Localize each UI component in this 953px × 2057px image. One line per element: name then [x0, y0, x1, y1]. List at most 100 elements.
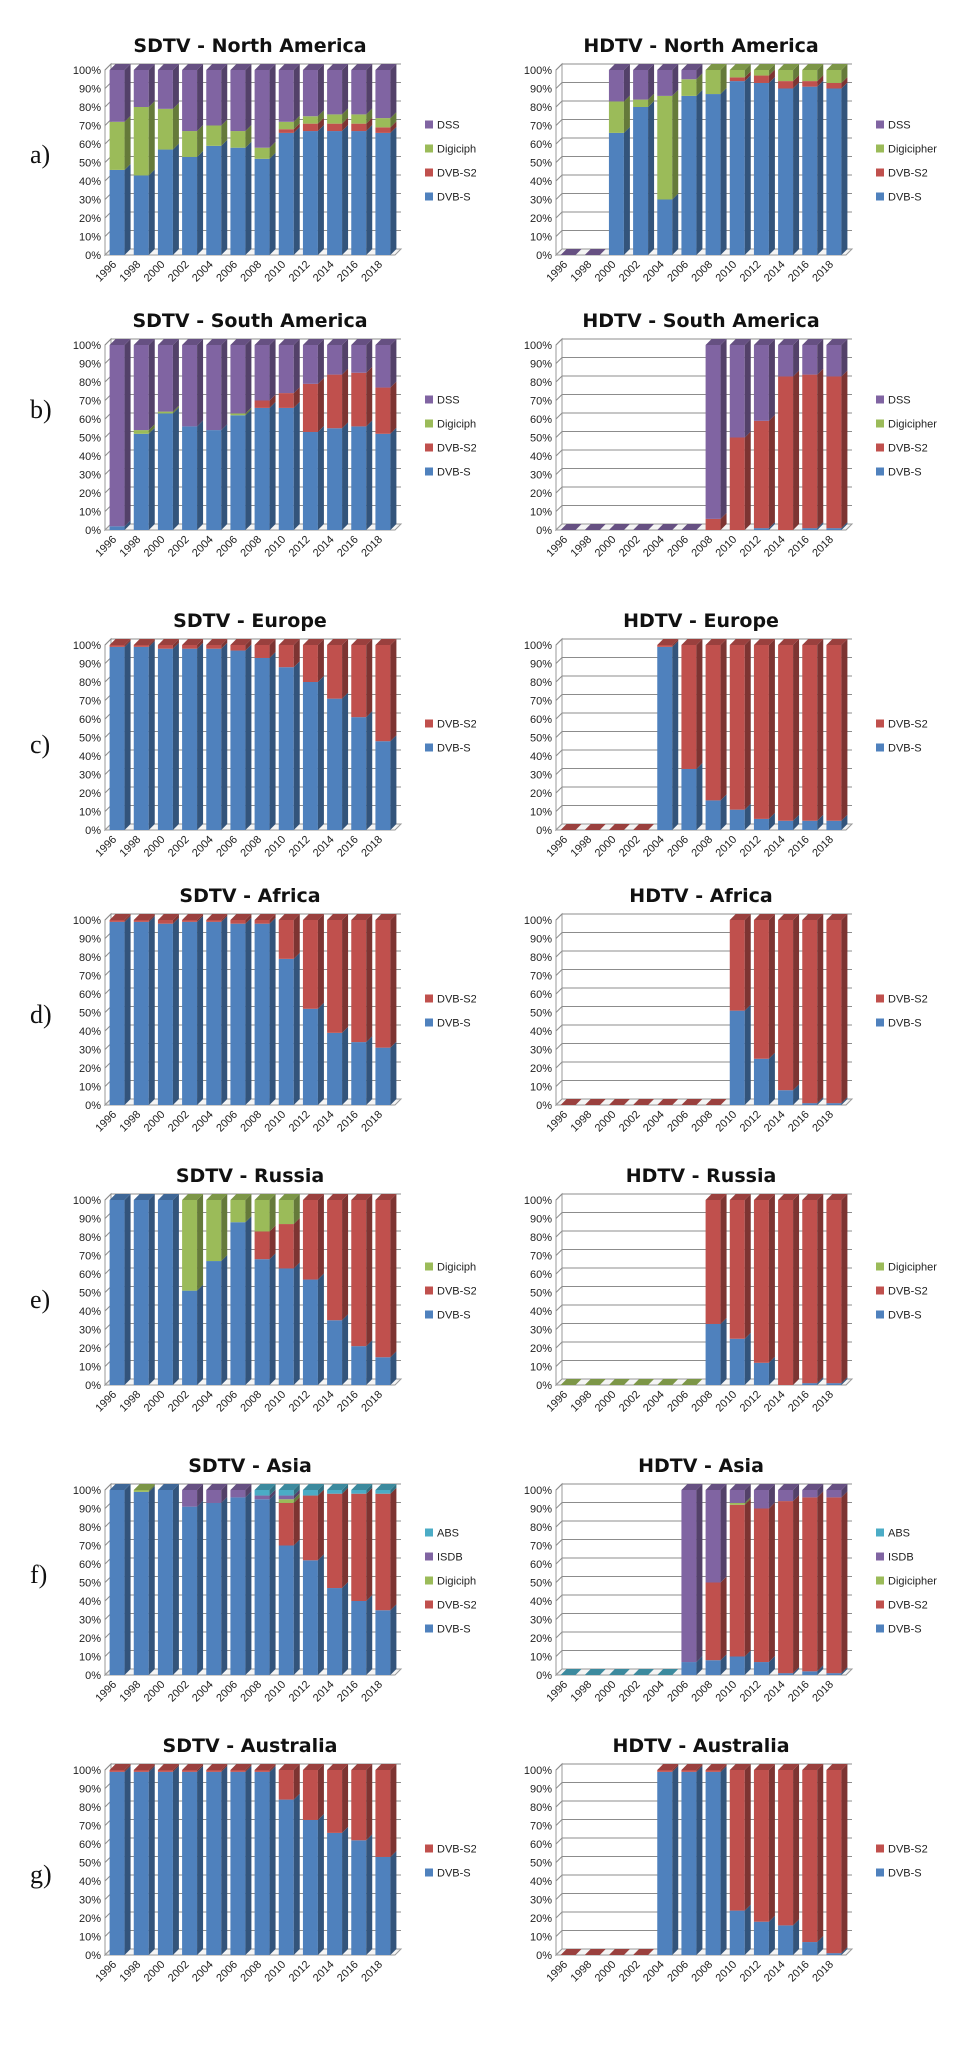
y-tick-label: 70% [79, 971, 101, 983]
y-tick-label: 60% [79, 1839, 101, 1851]
bar-segment-dvb-s-2014 [778, 814, 800, 830]
bar-segment-dvb-s2-2012 [753, 1764, 775, 1922]
empty-bar-marker [633, 1379, 655, 1385]
bar-segment-dvb-s-2014 [778, 1667, 800, 1675]
bar-segment-dvb-s2-2000 [157, 914, 179, 924]
legend-item-dvb-s: DVB-S [425, 1310, 471, 1322]
x-tick-label: 2016 [335, 534, 361, 560]
svg-text:ISDB: ISDB [437, 1552, 463, 1564]
x-tick-label: 2018 [359, 534, 385, 560]
bar-top [729, 339, 751, 345]
x-tick-label: 2000 [593, 834, 619, 860]
svg-text:ABS: ABS [888, 1528, 910, 1540]
y-tick-label: 20% [79, 1633, 101, 1645]
bar-top [206, 1764, 228, 1770]
y-tick-label: 70% [530, 1251, 552, 1263]
bar-top [278, 1484, 300, 1490]
y-tick-label: 0% [85, 1670, 101, 1682]
x-tick-label: 1998 [118, 534, 144, 560]
x-tick-label: 2000 [142, 534, 168, 560]
empty-bar-marker [705, 1099, 727, 1105]
bar-top [826, 1484, 848, 1490]
bar-segment-dvb-s-2006 [230, 644, 252, 830]
bar-segment-digicipher-2000 [157, 102, 179, 150]
bar-segment-dvb-s-2008 [254, 651, 276, 830]
bar-segment-dvb-s-2004 [657, 640, 679, 830]
bar-segment-dvb-s2-2012 [302, 914, 324, 1009]
bar-top [351, 914, 373, 920]
empty-bar-marker [657, 1099, 679, 1105]
svg-text:DVB-S: DVB-S [888, 743, 922, 755]
empty-bar-marker [608, 524, 630, 530]
y-tick-label: 90% [79, 1504, 101, 1516]
bar-top [302, 339, 324, 345]
bar-segment-dvb-s2-2018 [826, 1491, 848, 1674]
bar-segment-dvb-s2-1996 [109, 914, 131, 922]
x-tick-label: 2004 [190, 534, 216, 560]
bar-segment-dvb-s2-2008 [705, 1764, 727, 1772]
bar-top [109, 1484, 131, 1490]
bar-segment-dvb-s2-2006 [681, 1764, 703, 1772]
bar-segment-isdb-2010 [729, 1484, 751, 1503]
empty-bar-marker [633, 1949, 655, 1955]
empty-bar-marker [633, 524, 655, 530]
bar-segment-dvb-s-2018 [826, 1667, 848, 1675]
stacked-bar-chart: SDTV - Africa 0% 10% 20% 30% 40% 50% 60% 70% 80% 9… [73, 885, 476, 1135]
x-tick-label: 2006 [214, 259, 240, 285]
bar-top [302, 639, 324, 645]
legend-item-dvb-s2: DVB-S2 [425, 168, 476, 180]
bar-segment-dss-2016 [802, 339, 824, 375]
y-tick-label: 50% [79, 1008, 101, 1020]
y-tick-label: 30% [530, 195, 552, 207]
bar-top [133, 914, 155, 920]
bar-segment-dvb-s2-2018 [375, 914, 397, 1048]
bar-segment-dvb-s-2010 [278, 1262, 300, 1385]
y-tick-label: 10% [530, 807, 552, 819]
x-tick-label: 2008 [689, 1679, 715, 1705]
bar-segment-digicipher-2016 [351, 108, 373, 124]
y-tick-label: 50% [79, 1288, 101, 1300]
bar-segment-dvb-s-2002 [182, 420, 204, 530]
y-tick-label: 30% [79, 1615, 101, 1627]
y-tick-label: 70% [530, 971, 552, 983]
bar-segment-dvb-s2-2004 [206, 914, 228, 922]
y-tick-label: 90% [530, 934, 552, 946]
y-tick-label: 10% [79, 807, 101, 819]
bar-segment-dvb-s-2000 [157, 407, 179, 530]
x-tick-label: 2004 [641, 1389, 667, 1415]
floor [103, 1668, 403, 1676]
chart-title: SDTV - South America [132, 310, 367, 332]
svg-text:DVB-S: DVB-S [437, 1310, 471, 1322]
x-tick-label: 2006 [214, 1679, 240, 1705]
bar-segment-dvb-s-2018 [375, 1351, 397, 1385]
y-tick-label: 10% [530, 1932, 552, 1944]
bar-segment-dvb-s2-2006 [681, 639, 703, 769]
svg-text:Digicipher: Digicipher [437, 1576, 476, 1588]
x-tick-label: 2008 [238, 1109, 264, 1135]
chart-panel-hdtv-north-america: HDTV - North America 0% 10% 20% 30% 40% 50% 60%… [476, 30, 952, 310]
bar-segment-dvb-s2-2006 [230, 1764, 252, 1772]
x-tick-label: 1996 [544, 1389, 570, 1415]
x-tick-label: 2012 [287, 1679, 313, 1705]
bar-segment-dvb-s2-2008 [705, 512, 727, 530]
y-tick-label: 100% [73, 640, 101, 652]
x-tick-label: 1996 [544, 1109, 570, 1135]
bar-segment-dvb-s2-2014 [327, 1194, 349, 1321]
bar-segment-dvb-s-2014 [327, 1582, 349, 1675]
floor [554, 1948, 854, 1956]
y-tick-label: 10% [79, 507, 101, 519]
bar-segment-dvb-s2-2016 [351, 639, 373, 718]
y-tick-label: 70% [530, 1821, 552, 1833]
bar-top [753, 1764, 775, 1770]
legend-item-dvb-s2: DVB-S2 [425, 994, 476, 1006]
bar-segment-dvb-s-2004 [206, 915, 228, 1105]
y-tick-label: 40% [79, 1306, 101, 1318]
x-tick-label: 2014 [311, 534, 337, 560]
bar-top [729, 64, 751, 70]
bar-segment-dvb-s2-2010 [278, 914, 300, 959]
floor [103, 823, 403, 831]
bar-top [254, 64, 276, 70]
bar-top [206, 1194, 228, 1200]
svg-text:DVB-S: DVB-S [888, 1868, 922, 1880]
x-tick-label: 1996 [93, 534, 119, 560]
